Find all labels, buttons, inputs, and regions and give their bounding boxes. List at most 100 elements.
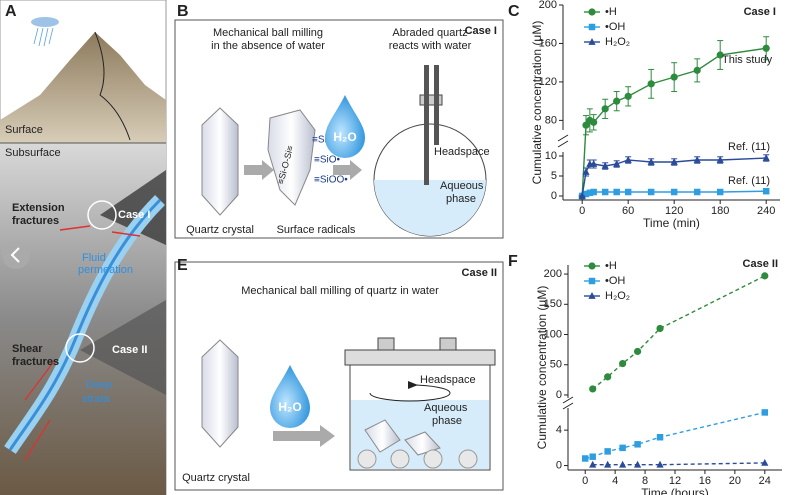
y-tick-label: 160 [539, 37, 557, 49]
marker [670, 158, 678, 165]
shear-arrow [24, 359, 56, 401]
axis-break [562, 396, 574, 404]
case-1-circle [87, 200, 117, 230]
balls [357, 449, 478, 469]
label: in the absence of water [211, 40, 325, 52]
marker [647, 80, 655, 88]
marker [762, 154, 770, 161]
label: Extension [12, 202, 65, 214]
marker [619, 359, 627, 368]
marker [582, 168, 590, 175]
y-tick-label: 0 [556, 389, 562, 401]
marker [588, 262, 596, 270]
marker [619, 444, 626, 452]
abraded-quartz [267, 109, 316, 206]
label: Case I [465, 25, 497, 37]
label: H₂O [333, 130, 356, 144]
annotation: Case I [744, 6, 776, 18]
marker [656, 433, 664, 441]
ridge [94, 31, 131, 141]
y-tick-label: 150 [544, 298, 562, 310]
label: Quartz crystal [186, 224, 254, 236]
marker [624, 92, 632, 100]
marker [761, 409, 769, 416]
shear-zone [80, 300, 166, 395]
stopper [419, 94, 443, 106]
marker [589, 460, 597, 468]
marker [613, 188, 620, 196]
marker [634, 441, 641, 448]
marker [590, 188, 597, 196]
lid-knob [377, 337, 395, 351]
needle [434, 65, 439, 145]
series-line [585, 411, 765, 460]
back-icon [10, 247, 20, 263]
marker [588, 23, 596, 31]
aqueous-phase [374, 180, 486, 236]
label: Quartz crystal [182, 472, 250, 484]
label: fractures [12, 215, 59, 227]
y-tick-label: 200 [539, 0, 557, 11]
marker [589, 453, 596, 460]
y-tick-label: 0 [551, 190, 557, 202]
marker [670, 188, 678, 196]
axis-break [557, 140, 569, 148]
x-tick-label: 16 [699, 475, 711, 487]
label: ≡SiOO• [314, 175, 348, 186]
panel-e: E Case II Mechanical ball milling of qua… [174, 257, 504, 491]
label: Shear [12, 343, 43, 355]
back-button[interactable] [2, 241, 30, 269]
annotation: Ref. (11) [728, 141, 770, 153]
tension-arrow [59, 225, 91, 231]
label: Aqueous [440, 180, 484, 192]
x-tick-label: 8 [642, 475, 648, 487]
marker [693, 156, 701, 163]
panel-label: C [508, 3, 520, 20]
rotation [369, 384, 451, 402]
marker [633, 347, 642, 356]
label: Headspace [420, 374, 476, 386]
cloud [31, 17, 59, 27]
marker [588, 38, 596, 45]
marker [656, 324, 664, 333]
label: H₂O [278, 400, 301, 414]
marker [647, 188, 655, 196]
series-line [592, 462, 765, 466]
label: phase [446, 193, 476, 205]
y-tick-label: 0 [556, 459, 562, 471]
y-tick-label: 80 [545, 114, 557, 126]
marker [716, 156, 724, 163]
arrow [333, 160, 362, 180]
marker [588, 8, 596, 16]
marker [619, 460, 627, 468]
y-axis-label: Cumulative concentration (μM) [530, 21, 544, 185]
marker [590, 160, 598, 167]
tension-arrow [111, 231, 141, 237]
label: phase [432, 415, 462, 427]
label: Fluid [82, 252, 106, 264]
axis-break [562, 402, 574, 410]
extension-zone [100, 170, 166, 245]
annotation: Case II [743, 258, 778, 270]
marker [761, 458, 769, 466]
x-tick-label: 240 [757, 205, 775, 217]
marker [588, 292, 596, 299]
label: ≡SiO• [314, 155, 341, 166]
x-tick-label: 120 [665, 205, 683, 217]
label: Case I [118, 209, 150, 221]
marker [582, 190, 590, 198]
shear-arrow [24, 419, 51, 461]
x-axis-label: Time (min) [643, 216, 700, 230]
marker [647, 158, 655, 165]
water-drop [270, 365, 310, 428]
lid-knob [439, 337, 457, 351]
marker [762, 187, 770, 195]
arrow [273, 425, 335, 447]
lid [344, 349, 496, 366]
panel-b: B Case I Mechanical ball milling in the … [174, 3, 504, 239]
legend-label: •H [605, 6, 617, 18]
marker [588, 277, 596, 285]
x-tick-label: 20 [729, 475, 741, 487]
marker [601, 162, 609, 169]
